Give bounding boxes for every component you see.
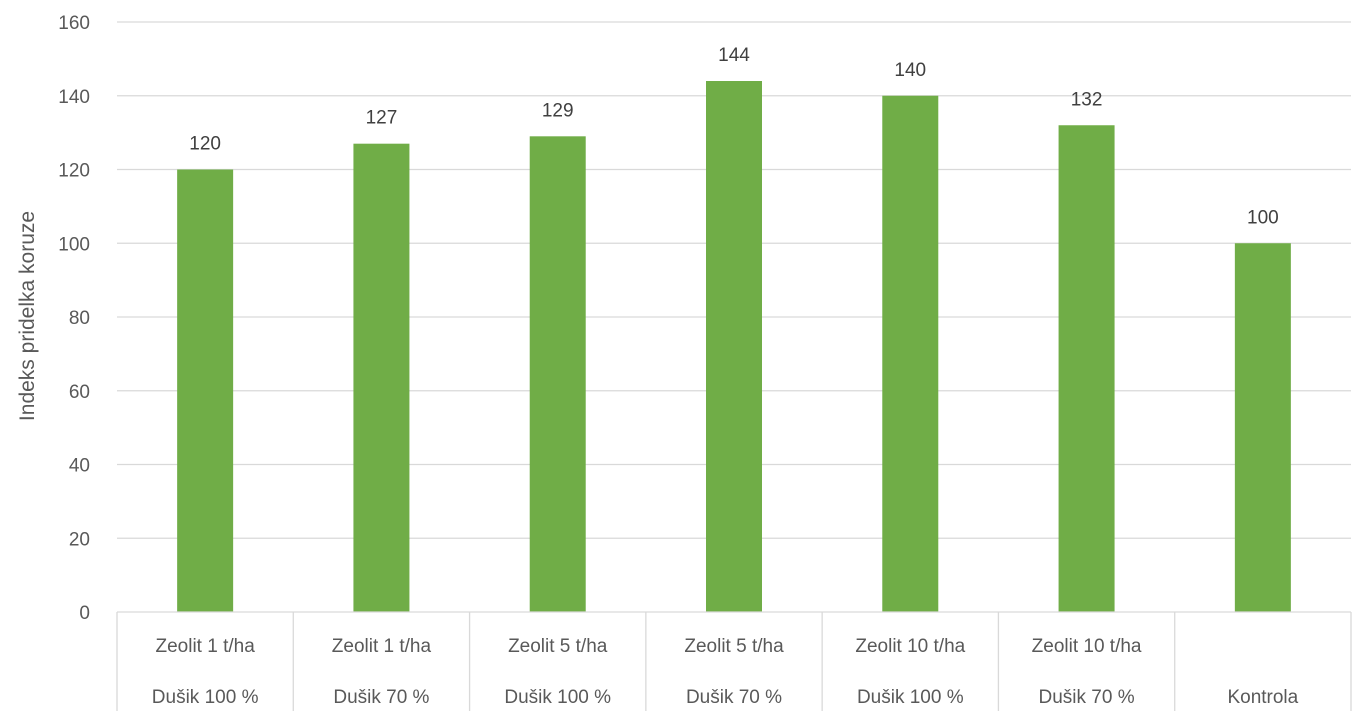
y-tick-label: 120 [58, 161, 90, 182]
y-tick-label: 100 [58, 234, 90, 255]
x-tick-label: Zeolit 5 t/ha [684, 636, 784, 657]
data-label: 132 [1071, 89, 1103, 110]
x-tick-label: Zeolit 1 t/ha [332, 636, 432, 657]
x-tick-label-group: Dušik 70 % [686, 687, 782, 708]
bar [1234, 243, 1291, 612]
y-tick-label: 60 [69, 382, 90, 403]
x-tick-label-group: Dušik 100 % [152, 687, 259, 708]
bar [882, 95, 939, 612]
data-label: 144 [718, 45, 750, 66]
data-label: 100 [1247, 207, 1279, 228]
bar [177, 169, 234, 612]
bar [1058, 125, 1115, 612]
y-tick-label: 20 [69, 529, 90, 550]
y-tick-label: 160 [58, 13, 90, 34]
x-tick-label-group: Dušik 100 % [504, 687, 611, 708]
x-tick-label: Zeolit 10 t/ha [855, 636, 965, 657]
data-label: 127 [366, 108, 398, 129]
bars [177, 81, 1291, 612]
x-tick-label-group: Kontrola [1227, 687, 1298, 708]
bar [529, 136, 586, 612]
data-label: 120 [189, 134, 221, 155]
y-tick-label: 40 [69, 456, 90, 477]
y-axis-tick-labels: 0 20 40 60 80 100 120 140 160 [58, 13, 90, 624]
x-axis: Zeolit 1 t/ha Dušik 100 % Zeolit 1 t/ha Duš… [116, 611, 1352, 711]
x-tick-label: Zeolit 1 t/ha [156, 636, 256, 657]
data-label: 129 [542, 100, 574, 121]
data-label: 140 [894, 60, 926, 81]
x-tick-label: Zeolit 5 t/ha [508, 636, 608, 657]
y-tick-label: 80 [69, 308, 90, 329]
y-tick-label: 140 [58, 87, 90, 108]
y-axis-title: Indeks pridelka koruze [16, 211, 39, 421]
bar [353, 143, 410, 612]
x-tick-label-group: Dušik 70 % [1039, 687, 1135, 708]
y-tick-label: 0 [79, 603, 90, 624]
bar [706, 81, 762, 612]
x-tick-label: Zeolit 10 t/ha [1032, 636, 1142, 657]
x-tick-label-group: Dušik 70 % [333, 687, 429, 708]
data-labels: 120 127 129 144 140 132 100 [189, 45, 1278, 228]
x-tick-label-group: Dušik 100 % [857, 687, 964, 708]
